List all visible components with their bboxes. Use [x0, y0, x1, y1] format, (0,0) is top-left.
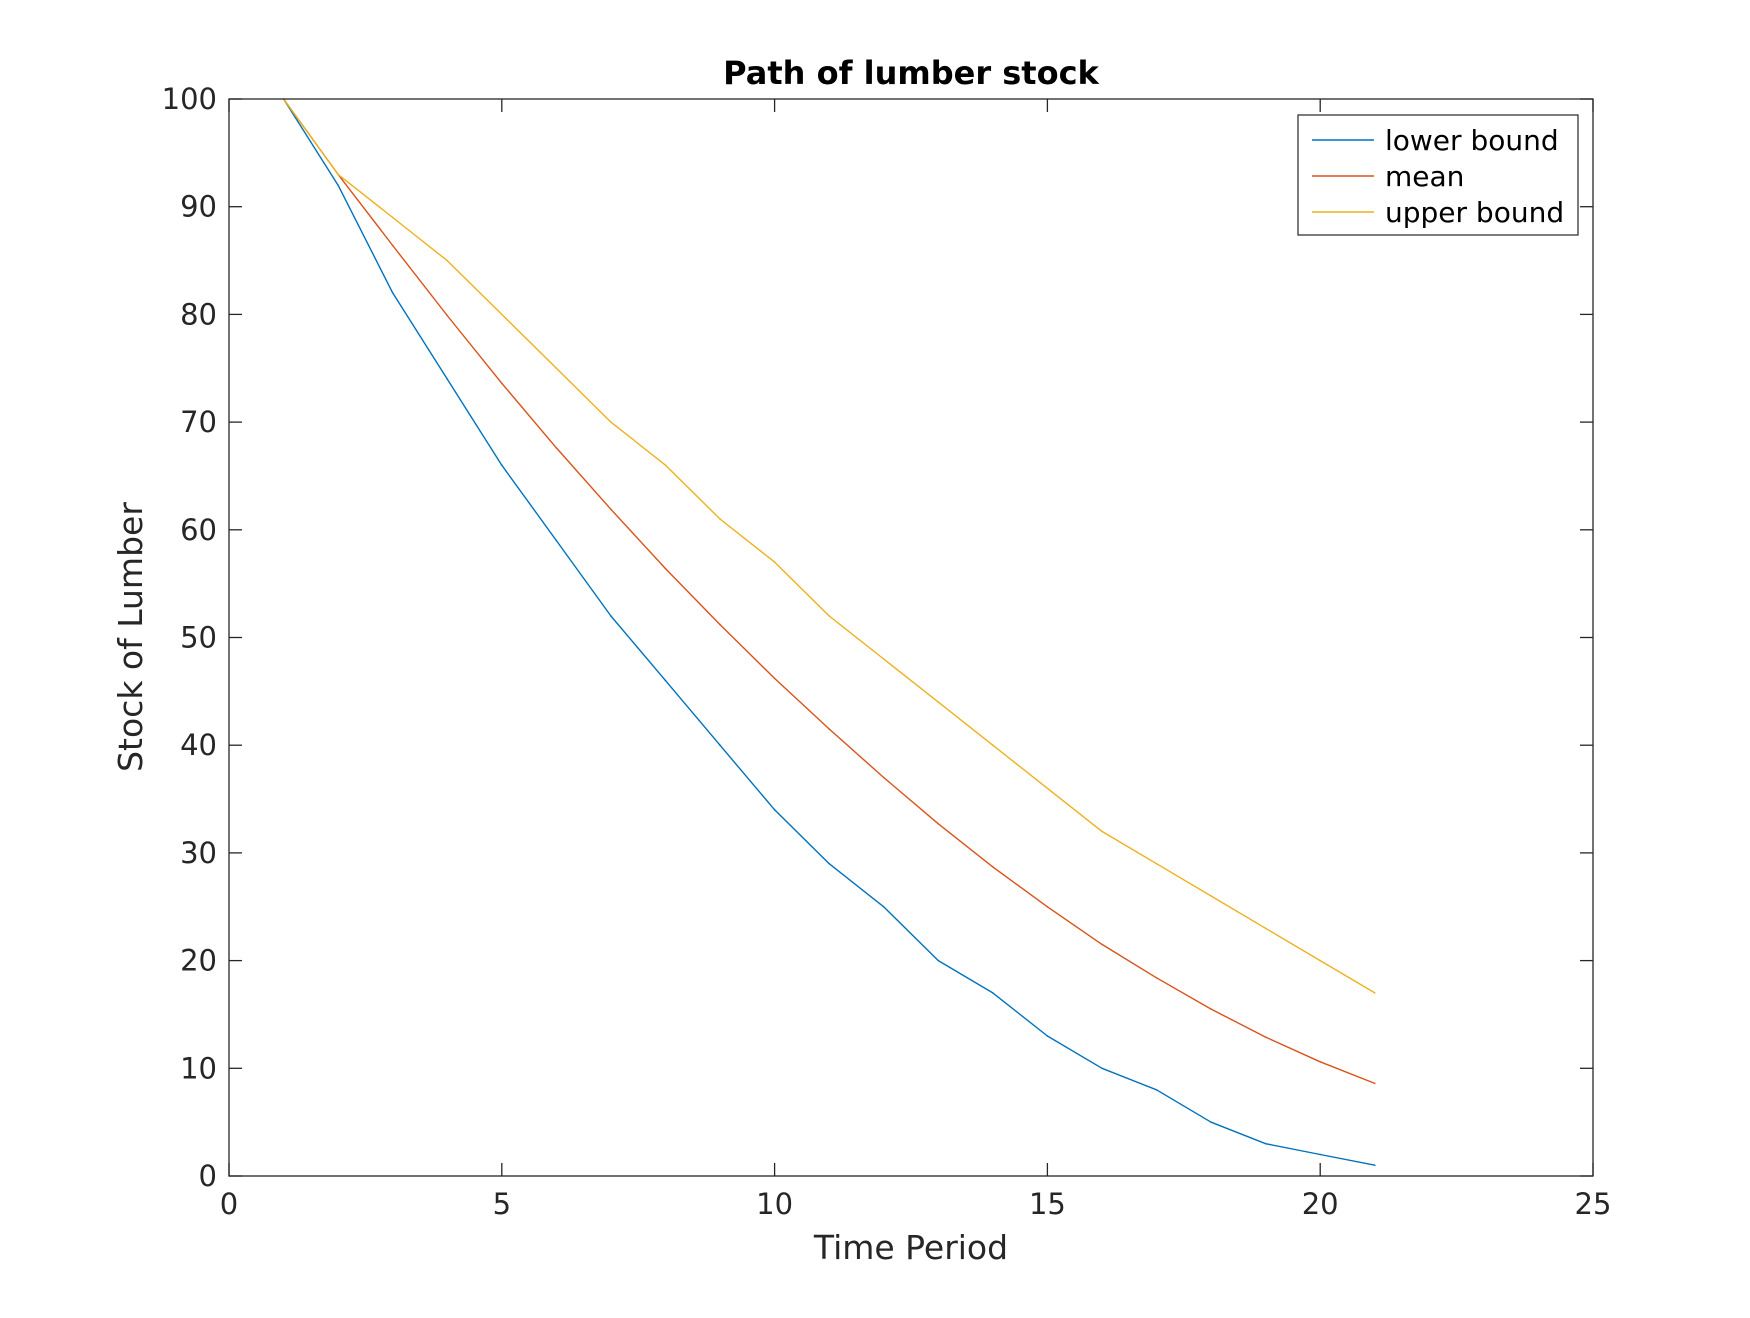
data-point — [937, 701, 940, 703]
y-tick-label: 40 — [180, 728, 217, 762]
data-point — [992, 866, 994, 868]
data-point — [1155, 977, 1158, 979]
data-point — [828, 728, 830, 730]
data-point — [1264, 927, 1267, 930]
data-point — [773, 677, 776, 680]
legend-box — [1297, 114, 1579, 236]
y-tick-label: 30 — [180, 836, 217, 870]
data-point — [1210, 1121, 1212, 1123]
data-point — [337, 173, 339, 176]
x-axis-label: Time Period — [813, 1228, 1008, 1267]
data-point — [555, 367, 558, 370]
legend-item: mean — [1312, 160, 1464, 193]
y-tick-label: 50 — [180, 621, 217, 655]
data-point — [937, 823, 940, 825]
data-point — [882, 776, 885, 779]
data-point — [719, 744, 721, 746]
y-axis-label: Stock of Lumber — [111, 502, 150, 772]
data-point — [719, 518, 721, 520]
data-point — [446, 314, 449, 317]
y-tick-label: 10 — [180, 1051, 217, 1085]
data-point — [1373, 1164, 1376, 1167]
data-point — [1319, 1153, 1321, 1156]
data-point — [1101, 830, 1103, 833]
x-tick-label: 0 — [220, 1187, 238, 1221]
plot-area — [229, 99, 1593, 1176]
data-point — [391, 216, 394, 219]
data-point — [391, 244, 394, 247]
y-tick-label: 80 — [180, 297, 217, 331]
data-point — [664, 567, 667, 570]
data-point — [882, 905, 885, 908]
data-point — [828, 862, 830, 865]
data-point — [992, 992, 994, 994]
y-tick-label: 90 — [180, 190, 217, 224]
data-point — [1264, 1036, 1267, 1038]
legend-label: lower bound — [1385, 124, 1559, 157]
data-point — [1155, 862, 1158, 865]
data-point — [1046, 905, 1049, 908]
data-point — [1319, 1061, 1321, 1063]
data-point — [501, 313, 503, 316]
x-tick-label: 25 — [1575, 1187, 1612, 1221]
data-point — [555, 447, 558, 449]
legend-label: mean — [1385, 160, 1464, 193]
x-tick-label: 5 — [493, 1187, 511, 1221]
data-point — [1046, 1035, 1049, 1037]
y-tick-label: 0 — [199, 1159, 217, 1193]
y-tick-label: 100 — [162, 82, 217, 116]
data-point — [501, 382, 503, 385]
legend-item: lower bound — [1312, 124, 1559, 157]
data-point — [1319, 959, 1321, 962]
data-point — [1210, 895, 1212, 897]
x-tick-label: 20 — [1302, 1187, 1339, 1221]
chart-title: Path of lumber stock — [723, 54, 1099, 92]
data-point — [446, 378, 449, 380]
legend-label: upper bound — [1385, 196, 1564, 229]
data-point — [1101, 943, 1103, 946]
y-tick-label: 60 — [180, 513, 217, 547]
y-tick-label: 70 — [180, 405, 217, 439]
data-point — [1210, 1008, 1212, 1010]
data-point — [937, 959, 940, 962]
data-point — [1373, 1082, 1376, 1085]
data-point — [992, 744, 994, 746]
data-point — [1101, 1067, 1103, 1070]
data-point — [664, 464, 667, 466]
x-tick-label: 15 — [1029, 1187, 1066, 1221]
data-point — [1155, 1089, 1158, 1091]
x-tick-label: 10 — [756, 1187, 793, 1221]
data-point — [1373, 992, 1376, 994]
data-point — [446, 259, 449, 262]
data-point — [773, 809, 776, 811]
data-point — [610, 421, 612, 423]
data-point — [1046, 787, 1049, 790]
data-point — [337, 184, 339, 186]
data-point — [1264, 1142, 1267, 1145]
data-point — [882, 658, 885, 660]
data-point — [555, 539, 558, 542]
data-point — [610, 508, 612, 511]
data-point — [664, 679, 667, 682]
data-point — [391, 292, 394, 294]
data-point — [773, 561, 776, 563]
data-point — [828, 615, 830, 617]
series-lower-bound — [282, 98, 1376, 1167]
data-point — [719, 623, 721, 626]
legend-item: upper bound — [1312, 196, 1564, 229]
data-point — [610, 615, 612, 617]
data-point — [501, 464, 503, 466]
y-tick-label: 20 — [180, 944, 217, 978]
